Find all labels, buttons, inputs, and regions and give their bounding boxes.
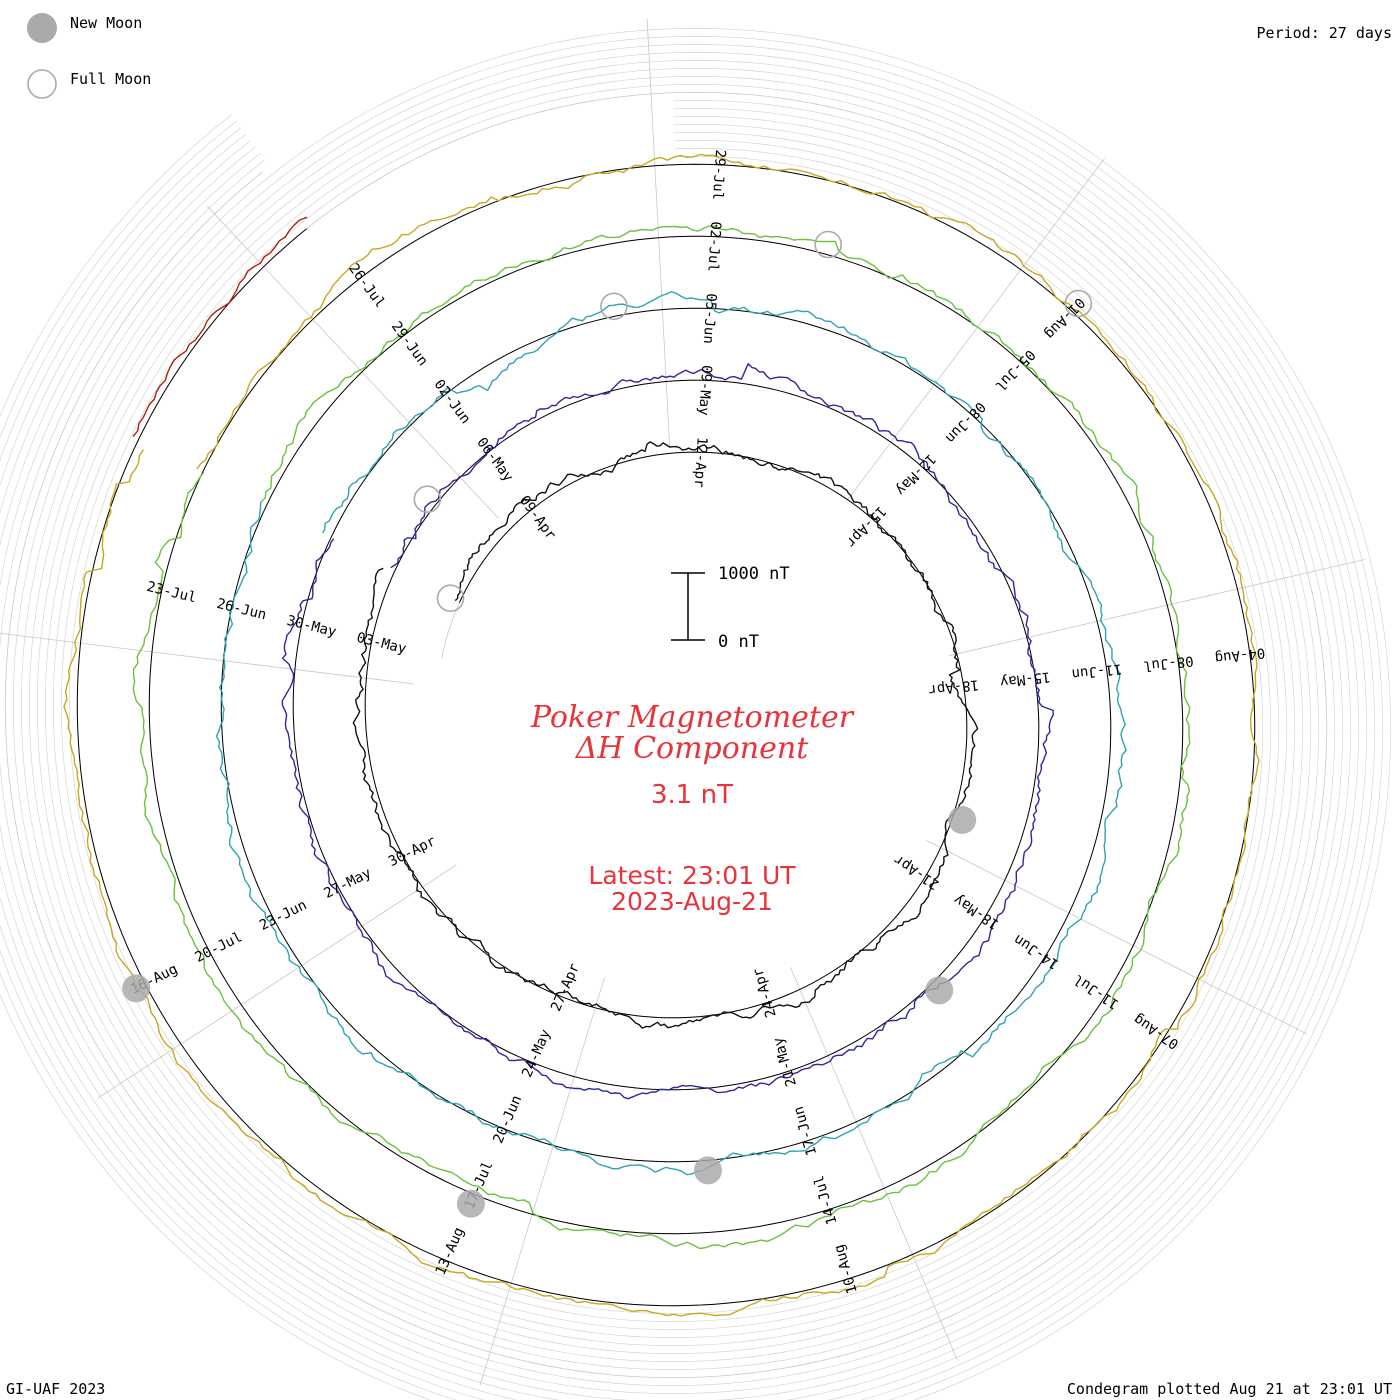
date-label: 27-Apr xyxy=(548,961,583,1014)
new-moon-marker xyxy=(948,806,977,834)
full-moon-marker xyxy=(436,584,465,613)
current-value: 3.1 nT xyxy=(651,780,733,810)
date-label: 08-Jul xyxy=(1142,652,1194,674)
period-label: Period: 27 days xyxy=(1256,24,1392,42)
chart-moon-markers xyxy=(122,230,1093,1218)
grid-spoke xyxy=(479,977,605,1386)
date-label: 24-May xyxy=(519,1027,554,1080)
trace-series-3 xyxy=(215,290,1127,1176)
grid-spoke xyxy=(847,158,1105,500)
date-label: 11-Jul xyxy=(1071,971,1122,1012)
footer-plot-time: Condegram plotted Aug 21 at 23:01 UT xyxy=(1066,1380,1392,1398)
full-moon-marker xyxy=(814,230,843,259)
date-label: 27-May xyxy=(321,865,373,902)
grid-spoke xyxy=(926,840,1308,1035)
date-label: 12-Apr xyxy=(691,436,710,487)
date-label: 17-Jun xyxy=(791,1104,821,1157)
date-label: 15-May xyxy=(999,668,1051,690)
grid-spoke xyxy=(206,205,499,519)
date-label: 18-Apr xyxy=(928,676,980,698)
full-moon-marker xyxy=(600,292,628,321)
grid-spoke xyxy=(948,559,1366,657)
chart-baselines xyxy=(76,163,1256,1307)
date-label: 09-May xyxy=(695,365,714,416)
date-label: 30-May xyxy=(285,613,338,640)
trace-series-2 xyxy=(281,363,1054,1100)
new-moon-legend-label: New Moon xyxy=(70,14,143,32)
date-label: 14-Jun xyxy=(1011,931,1062,972)
date-label: 26-Jun xyxy=(215,596,268,623)
date-label: 14-Jul xyxy=(811,1173,841,1226)
full-moon-marker xyxy=(1064,289,1093,318)
trace-series-1 xyxy=(352,441,979,1029)
date-label: 20-Jun xyxy=(490,1093,525,1146)
date-label: 21-Apr xyxy=(891,851,942,892)
date-label: 11-Jun xyxy=(1071,660,1123,682)
date-label: 23-Jul xyxy=(145,579,198,606)
latest-time: Latest: 23:01 UT xyxy=(588,861,796,890)
date-label: 18-May xyxy=(951,891,1002,932)
grid-ring xyxy=(0,59,1360,1400)
date-label: 15-Apr xyxy=(842,503,888,551)
date-label: 26-Jul xyxy=(345,261,388,311)
trace-series-4 xyxy=(132,225,1191,1250)
new-moon-marker xyxy=(122,974,151,1003)
scale-bar xyxy=(671,572,705,641)
date-label: 05-Jun xyxy=(700,293,719,344)
chart-title-line1: Poker Magnetometer xyxy=(530,700,855,735)
date-label: 12-May xyxy=(892,450,938,498)
grid-ring xyxy=(0,35,1384,1400)
new-moon-legend-icon xyxy=(27,13,57,43)
grid-spoke xyxy=(97,864,457,1099)
scale-bar-top-label: 1000 nT xyxy=(718,564,790,584)
date-label: 10-Aug xyxy=(831,1242,861,1295)
chart-title-line2: ΔH Component xyxy=(575,731,809,766)
scale-bar-bottom-label: 0 nT xyxy=(718,632,759,652)
chart-grid xyxy=(0,18,1392,1400)
grid-ring xyxy=(0,51,1368,1400)
grid-spoke xyxy=(0,632,415,685)
trace-series-6 xyxy=(132,216,308,437)
full-moon-legend-label: Full Moon xyxy=(70,70,152,88)
grid-ring xyxy=(0,83,1336,1387)
date-label: 13-Aug xyxy=(433,1225,468,1278)
grid-ring xyxy=(0,75,1344,1395)
date-label: 02-Jun xyxy=(431,377,474,427)
date-label: 02-Jul xyxy=(704,221,723,272)
chart-traces xyxy=(63,153,1260,1317)
full-moon-marker xyxy=(413,485,442,514)
latest-date: 2023-Aug-21 xyxy=(611,887,773,916)
baseline-spiral xyxy=(76,163,1256,1307)
date-label: 23-Jun xyxy=(257,897,309,934)
grid-ring xyxy=(0,27,1392,1400)
grid-ring xyxy=(0,67,1352,1400)
footer-credit: GI-UAF 2023 xyxy=(6,1380,106,1398)
date-label: 30-Apr xyxy=(386,833,438,870)
grid-spoke xyxy=(646,18,670,446)
full-moon-legend-icon xyxy=(27,69,57,99)
date-label: 24-Apr xyxy=(750,966,780,1019)
date-label: 29-Jul xyxy=(709,149,728,200)
date-label: 29-Jun xyxy=(388,319,431,369)
trace-series-5 xyxy=(63,153,1260,1317)
new-moon-marker xyxy=(925,976,954,1005)
date-label: 20-Jul xyxy=(192,929,244,966)
date-label: 04-Aug xyxy=(1214,644,1266,666)
date-label: 01-Aug xyxy=(1041,294,1087,342)
grid-spoke xyxy=(790,967,958,1361)
grid-ring xyxy=(0,43,1376,1400)
new-moon-marker xyxy=(456,1189,485,1218)
new-moon-marker xyxy=(694,1156,722,1185)
